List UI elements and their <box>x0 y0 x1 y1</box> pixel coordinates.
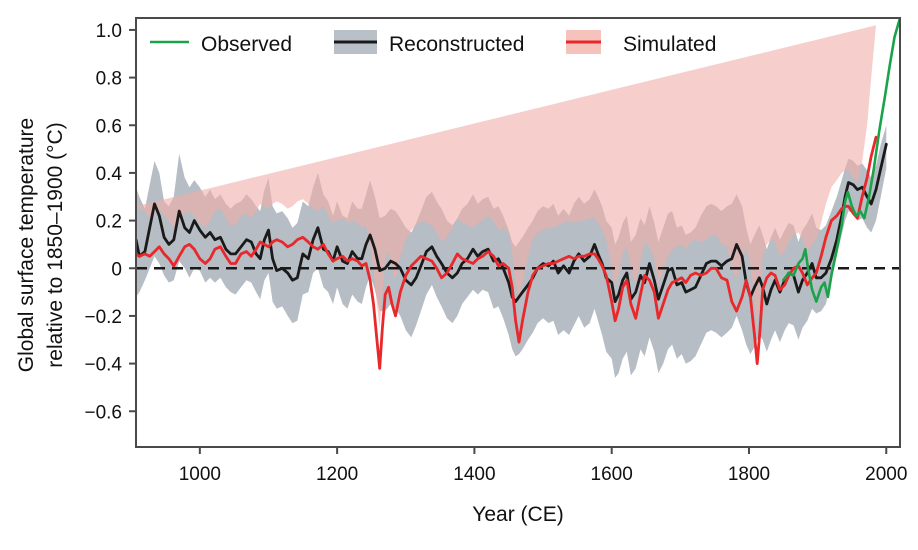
band-simulated <box>136 25 876 328</box>
x-tick-label: 1000 <box>179 464 221 485</box>
x-tick-label: 1400 <box>453 464 495 485</box>
y-tick-label: 0 <box>111 259 122 280</box>
y-tick-label: −0.2 <box>84 307 122 328</box>
y-tick-label: 0.4 <box>96 164 123 185</box>
line-reconstructed <box>136 142 888 306</box>
legend: Observed Reconstructed Simulated <box>150 30 716 56</box>
plot-frame <box>135 17 901 448</box>
y-axis-title-line-2: relative to 1850–1900 (°C) <box>44 122 67 367</box>
x-axis-title: Year (CE) <box>472 503 563 526</box>
x-axis-ticks: 1000 1200 1400 1600 1800 2000 <box>179 447 907 485</box>
y-axis-ticks: 1.0 0.8 0.6 0.4 0.2 0 −0.2 −0.4 −0.6 <box>84 21 136 423</box>
x-tick-label: 1800 <box>728 464 770 485</box>
line-observed <box>782 18 900 303</box>
uncertainty-bands <box>136 25 887 378</box>
y-tick-label: 0.6 <box>96 116 122 137</box>
x-tick-label: 1200 <box>316 464 358 485</box>
band-reconstructed <box>136 125 887 378</box>
y-tick-label: −0.4 <box>84 355 122 376</box>
y-tick-label: 1.0 <box>96 21 122 42</box>
legend-label-observed: Observed <box>201 33 292 56</box>
y-tick-label: 0.8 <box>96 69 122 90</box>
y-tick-label: −0.6 <box>84 402 122 423</box>
line-simulated <box>136 135 878 370</box>
x-tick-label: 2000 <box>865 464 907 485</box>
legend-label-reconstructed: Reconstructed <box>389 33 524 56</box>
y-axis-title-line-1: Global surface temperature <box>15 118 38 372</box>
legend-label-simulated: Simulated <box>623 33 716 56</box>
series-lines <box>136 18 900 370</box>
x-tick-label: 1600 <box>591 464 633 485</box>
y-tick-label: 0.2 <box>96 212 122 233</box>
